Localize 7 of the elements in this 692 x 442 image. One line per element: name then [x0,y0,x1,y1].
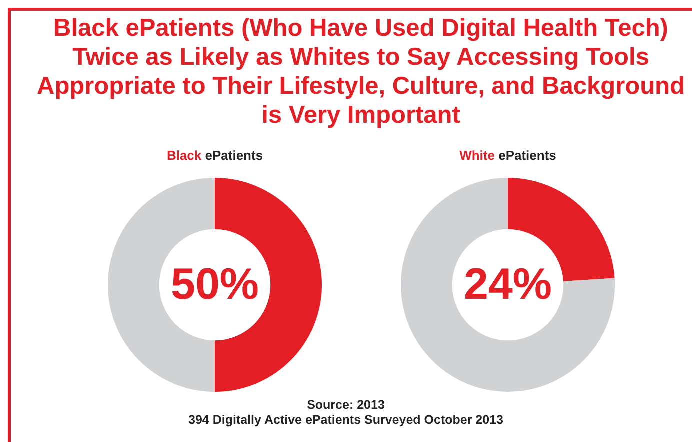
data-label: 24% [464,260,552,310]
source-note: Source: 2013 [306,398,386,413]
text: 394 Digitally Active ePatients Surveyed October 2013 [188,413,504,428]
text: Black ePatients (Who Have Used Digital Health Tech) Twice as Likely as Whites to Say Accessing Tools Appropriate to Their Lifestyle, Culture, and Background is Very Important [36,14,686,130]
data-label: 50% [170,260,260,310]
chart-title: White ePatients [458,148,558,163]
chart-title: Black ePatients [166,148,264,163]
